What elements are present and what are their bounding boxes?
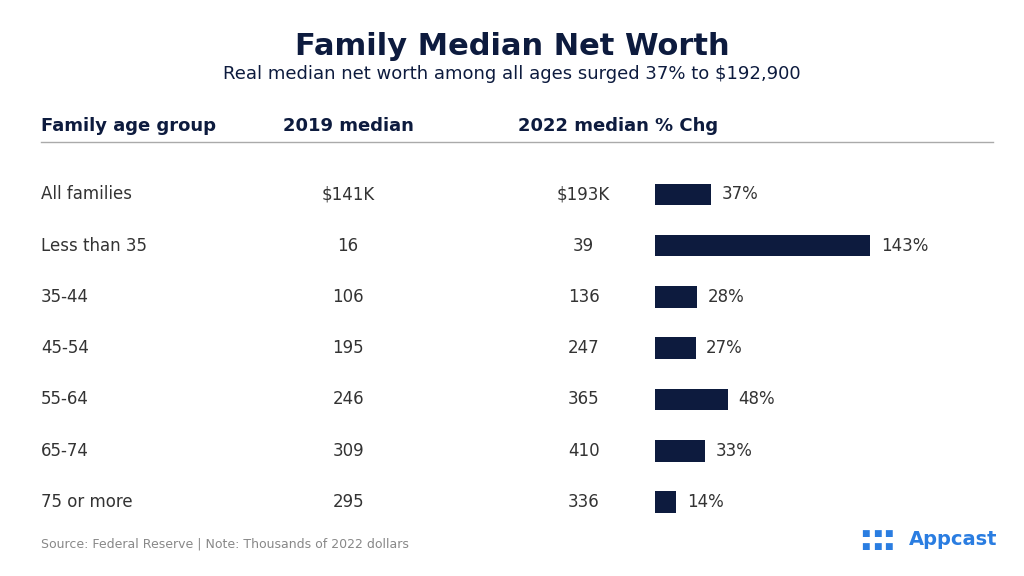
Text: ■: ■ — [872, 529, 882, 538]
Text: 2022 median: 2022 median — [518, 118, 649, 135]
Text: 106: 106 — [333, 288, 364, 306]
Text: 55-64: 55-64 — [41, 391, 89, 408]
Text: 143%: 143% — [881, 237, 928, 255]
Text: ■: ■ — [885, 529, 893, 538]
Text: 247: 247 — [568, 339, 599, 357]
Text: 136: 136 — [567, 288, 600, 306]
Text: 45-54: 45-54 — [41, 339, 89, 357]
Text: 410: 410 — [568, 442, 599, 460]
Text: Less than 35: Less than 35 — [41, 237, 147, 255]
Text: 2019 median: 2019 median — [283, 118, 414, 135]
Text: 27%: 27% — [707, 339, 743, 357]
Text: 14%: 14% — [687, 493, 723, 511]
Text: % Chg: % Chg — [655, 118, 719, 135]
Text: 336: 336 — [567, 493, 600, 511]
Text: 365: 365 — [568, 391, 599, 408]
Text: 37%: 37% — [721, 185, 758, 203]
Text: Family age group: Family age group — [41, 118, 216, 135]
Text: Source: Federal Reserve | Note: Thousands of 2022 dollars: Source: Federal Reserve | Note: Thousand… — [41, 538, 409, 551]
Text: 35-44: 35-44 — [41, 288, 89, 306]
Text: 309: 309 — [333, 442, 364, 460]
Text: 16: 16 — [338, 237, 358, 255]
Text: 246: 246 — [333, 391, 364, 408]
Text: ■: ■ — [885, 541, 893, 551]
Text: 195: 195 — [333, 339, 364, 357]
Text: ■: ■ — [872, 541, 882, 551]
Text: 295: 295 — [333, 493, 364, 511]
Text: Appcast: Appcast — [909, 530, 997, 549]
Text: 28%: 28% — [708, 288, 744, 306]
Text: 65-74: 65-74 — [41, 442, 89, 460]
Text: 75 or more: 75 or more — [41, 493, 132, 511]
Text: All families: All families — [41, 185, 132, 203]
Text: 48%: 48% — [737, 391, 774, 408]
Text: ■: ■ — [861, 529, 869, 538]
Text: ■: ■ — [861, 541, 869, 551]
Text: Family Median Net Worth: Family Median Net Worth — [295, 32, 729, 60]
Text: $193K: $193K — [557, 185, 610, 203]
Text: 39: 39 — [573, 237, 594, 255]
Text: Real median net worth among all ages surged 37% to $192,900: Real median net worth among all ages sur… — [223, 65, 801, 82]
Text: 33%: 33% — [715, 442, 752, 460]
Text: $141K: $141K — [322, 185, 375, 203]
